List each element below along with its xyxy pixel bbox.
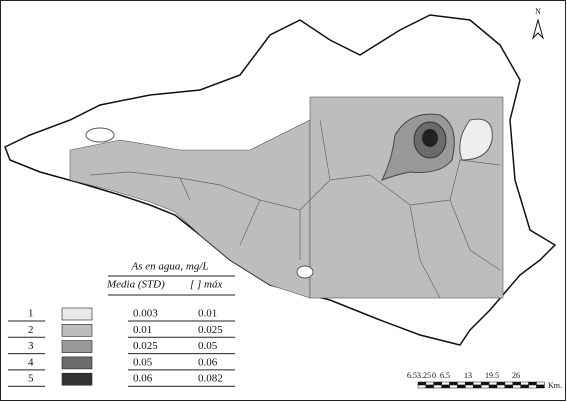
mean-value: 0.01 [133,324,152,336]
swatch [61,307,93,321]
scale-segment [480,381,490,386]
scale-segment [528,384,537,389]
max-value: 0.01 [198,308,217,320]
mean-value: 0.025 [133,340,158,352]
legend-header: Media (STD) [106,279,165,291]
scale-label: 6.5 [407,371,417,380]
scale-segment [441,381,450,386]
scale-label: 3.25 [417,371,431,380]
scale-segment [480,384,490,389]
scale-segment [433,381,442,386]
scale-segment [473,381,482,386]
north-label: N [535,7,541,16]
scale-segment [488,384,498,389]
scale-segment [512,381,521,386]
scale-segment [488,381,498,386]
contour-1 [459,118,493,161]
class-label: 5 [28,373,34,385]
scale-segment [536,381,545,386]
swatch [61,340,93,353]
lake [85,127,115,143]
scale-segment [504,381,514,386]
scale-unit: Km. [548,381,562,390]
scale-segment [433,384,442,389]
max-value: 0.05 [198,340,218,352]
inland-area [69,119,311,299]
scale-segment [417,381,427,386]
max-value: 0.025 [198,324,223,336]
scale-segment [449,381,458,386]
class-label: 3 [28,340,34,352]
mean-value: 0.003 [133,308,158,320]
scale-label: 13 [464,371,472,380]
scale-segment [457,384,466,389]
swatch [61,372,93,386]
scale-segment [465,384,474,389]
contour-5 [422,129,438,147]
legend-header: [ ] máx [190,279,223,291]
scale-segment [512,384,521,389]
scale-segment [520,384,529,389]
scale-label: 0 [432,371,436,380]
mean-value: 0.06 [133,373,153,385]
class-label: 1 [28,308,34,320]
scale-segment [457,381,466,386]
max-value: 0.082 [198,373,223,385]
scale-segment [504,384,514,389]
swatch [61,356,93,370]
scale-segment [449,384,458,389]
scale-segment [528,381,537,386]
scale-segment [496,384,506,389]
scale-segment [520,381,529,386]
scale-segment [496,381,506,386]
scale-segment [536,384,545,389]
class-label: 4 [28,356,34,368]
scale-segment [441,384,450,389]
scale-segment [417,384,427,389]
scale-segment [425,381,435,386]
scale-label: 6.5 [440,371,450,380]
mean-value: 0.05 [133,356,153,368]
legend-title: As en agua, mg/L [131,261,209,273]
swatch [61,323,93,337]
scale-segment [465,381,474,386]
municipal-borders [89,119,501,299]
max-value: 0.06 [198,356,218,368]
class-label: 2 [28,324,34,336]
lake [296,265,314,279]
scale-segment [425,384,435,389]
north-arrow [532,18,544,40]
scale-segment [473,384,482,389]
scale-label: 26 [512,371,520,380]
legend-rows: 1 0.003 0.01 2 0.01 0.025 3 0.025 0.05 4 0.05 0.06 5… [8,308,235,387]
scale-label: 19.5 [485,371,499,380]
